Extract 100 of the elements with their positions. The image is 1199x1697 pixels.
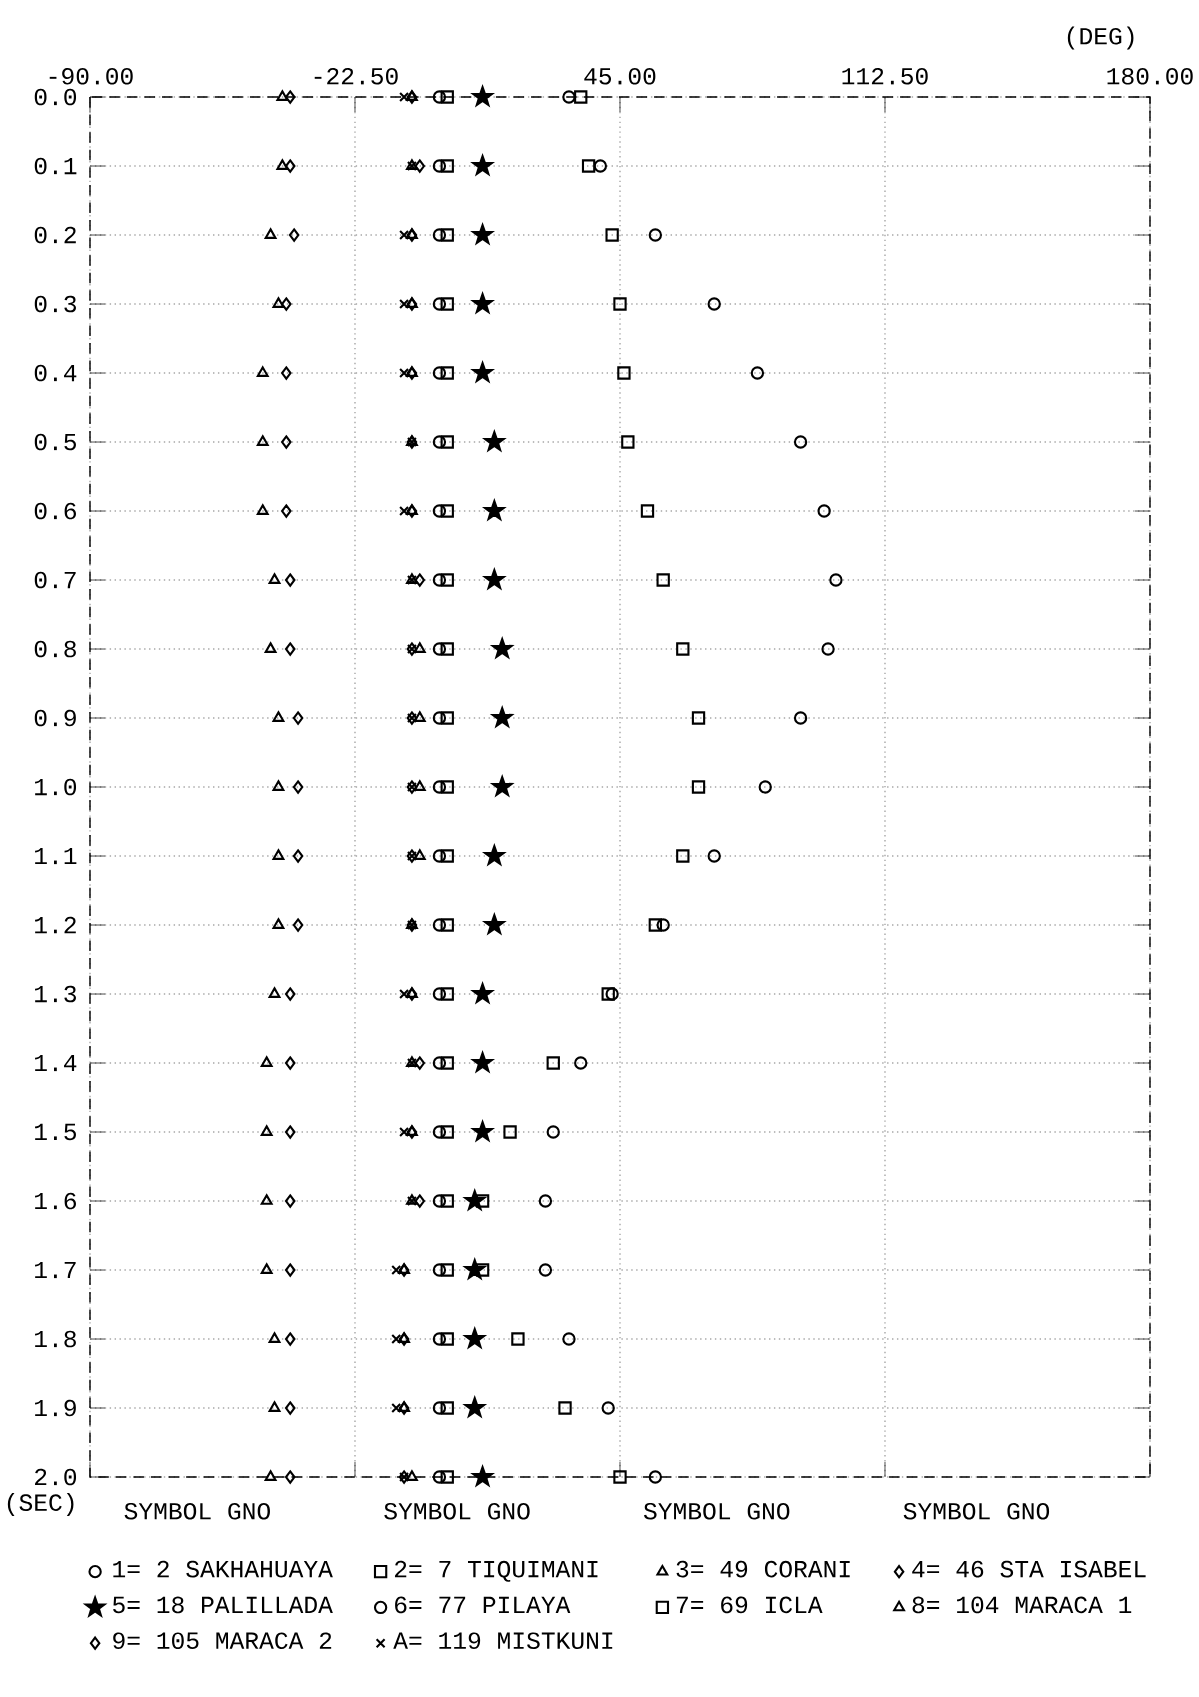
point bbox=[440, 1332, 454, 1346]
point bbox=[472, 1052, 494, 1073]
point bbox=[414, 1056, 426, 1070]
legend-label: 5= 18 PALILLADA bbox=[113, 1596, 333, 1614]
point bbox=[260, 1056, 273, 1067]
point bbox=[483, 500, 505, 521]
y-tick-label: 1.0 bbox=[35, 778, 77, 796]
point bbox=[268, 1332, 281, 1343]
point bbox=[464, 1328, 486, 1349]
point bbox=[399, 1126, 410, 1138]
y-tick-label: 0.2 bbox=[34, 226, 76, 244]
point bbox=[472, 983, 494, 1004]
point bbox=[284, 159, 296, 173]
legend-label: 4= 46 STA ISABEL bbox=[912, 1560, 1146, 1578]
point bbox=[414, 159, 426, 173]
point bbox=[656, 573, 670, 587]
y-tick-label: 0.4 bbox=[34, 364, 77, 382]
point bbox=[558, 1401, 572, 1415]
point bbox=[574, 1056, 588, 1070]
point bbox=[581, 159, 596, 173]
point bbox=[546, 1056, 560, 1070]
point bbox=[440, 297, 454, 311]
point bbox=[272, 849, 285, 860]
point bbox=[758, 780, 772, 794]
point bbox=[475, 1194, 490, 1208]
x-tick-label: -22.50 bbox=[314, 67, 398, 85]
point bbox=[399, 367, 410, 379]
point bbox=[613, 1470, 627, 1484]
point bbox=[483, 914, 505, 935]
point bbox=[656, 918, 670, 932]
point bbox=[817, 504, 831, 518]
point bbox=[399, 91, 410, 103]
point bbox=[281, 297, 292, 311]
point bbox=[503, 1125, 517, 1139]
legend-label: 7= 69 ICLA bbox=[676, 1596, 823, 1614]
point bbox=[648, 1470, 663, 1484]
point bbox=[793, 435, 808, 449]
point bbox=[440, 1263, 454, 1277]
x-tick-label: 45.00 bbox=[584, 67, 656, 85]
point bbox=[432, 918, 447, 932]
text: SYMBOL GNO bbox=[384, 1502, 530, 1520]
point bbox=[292, 849, 304, 863]
point bbox=[272, 918, 285, 929]
point bbox=[432, 435, 447, 449]
point bbox=[432, 1401, 447, 1415]
point bbox=[491, 776, 513, 797]
point bbox=[432, 1332, 447, 1346]
point bbox=[440, 849, 454, 863]
point bbox=[281, 504, 292, 518]
point bbox=[440, 366, 454, 380]
point bbox=[491, 638, 513, 659]
point bbox=[432, 1194, 447, 1208]
legend-label: 8= 104 MARACA 1 bbox=[912, 1596, 1132, 1614]
x-axis-title: (DEG) bbox=[1067, 26, 1134, 50]
point bbox=[268, 1401, 281, 1412]
legend-label: 6= 77 PILAYA bbox=[395, 1596, 571, 1614]
point bbox=[440, 1401, 454, 1415]
point bbox=[483, 845, 505, 866]
point bbox=[440, 1056, 454, 1070]
point bbox=[440, 1194, 454, 1208]
point bbox=[284, 987, 296, 1001]
point bbox=[260, 1263, 273, 1274]
point bbox=[272, 297, 285, 308]
point bbox=[432, 297, 447, 311]
point bbox=[691, 780, 706, 794]
point bbox=[256, 504, 269, 515]
y-tick-label: 0.5 bbox=[34, 433, 76, 451]
legend-label: 2= 7 TIQUIMANI bbox=[394, 1560, 598, 1582]
point bbox=[613, 297, 627, 311]
point bbox=[676, 849, 690, 863]
point bbox=[472, 1466, 494, 1487]
y-tick-label: 0.7 bbox=[34, 571, 76, 589]
legend-label: 3= 49 CORANI bbox=[676, 1560, 850, 1578]
point bbox=[284, 1263, 296, 1277]
point bbox=[601, 1401, 615, 1415]
text: SYMBOL GNO bbox=[643, 1502, 790, 1520]
point bbox=[472, 224, 494, 245]
point bbox=[391, 1333, 402, 1345]
y-axis-title: (SEC) bbox=[7, 1492, 74, 1516]
point bbox=[691, 711, 706, 725]
point bbox=[440, 1125, 454, 1139]
point bbox=[574, 90, 588, 104]
point bbox=[260, 1194, 273, 1205]
y-tick-label: 1.1 bbox=[35, 847, 77, 865]
y-tick-label: 1.9 bbox=[35, 1399, 76, 1417]
x-tick-label: 180.00 bbox=[1107, 67, 1193, 85]
y-tick-label: 2.0 bbox=[35, 1468, 77, 1486]
y-tick-label: 0.9 bbox=[34, 709, 76, 727]
point bbox=[268, 987, 281, 998]
point bbox=[432, 1125, 447, 1139]
point bbox=[432, 228, 447, 242]
x-tick-label: 112.50 bbox=[842, 67, 928, 85]
point bbox=[432, 159, 447, 173]
point bbox=[605, 228, 619, 242]
point bbox=[391, 1264, 402, 1276]
point bbox=[750, 366, 765, 380]
point bbox=[640, 504, 655, 518]
point bbox=[676, 642, 690, 656]
point bbox=[414, 1194, 426, 1208]
point bbox=[546, 1125, 560, 1139]
